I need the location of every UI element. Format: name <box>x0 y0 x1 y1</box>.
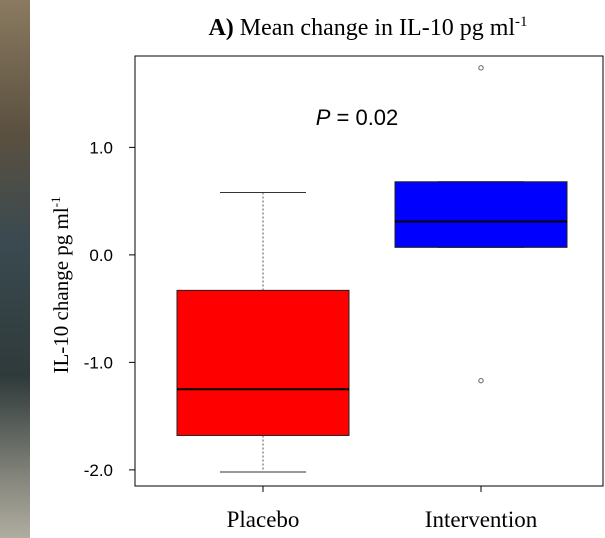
y-tick-label: 1.0 <box>89 138 113 157</box>
chart-title: A) Mean change in IL-10 pg ml-1 <box>208 14 527 41</box>
x-tick-label: Intervention <box>425 507 538 532</box>
outlier-point <box>478 65 484 71</box>
box-intervention <box>394 181 568 248</box>
x-tick-label: Placebo <box>227 507 300 532</box>
y-axis-label: IL-10 change pg ml-1 <box>48 196 73 373</box>
outlier-point <box>478 377 484 384</box>
box-placebo <box>176 289 350 436</box>
y-tick-label: 0.0 <box>89 246 113 265</box>
p-value-annotation: P = 0.02 <box>316 105 399 130</box>
plot-area <box>134 55 604 487</box>
y-tick-label: -1.0 <box>84 353 113 372</box>
y-tick-label: -2.0 <box>84 461 113 480</box>
